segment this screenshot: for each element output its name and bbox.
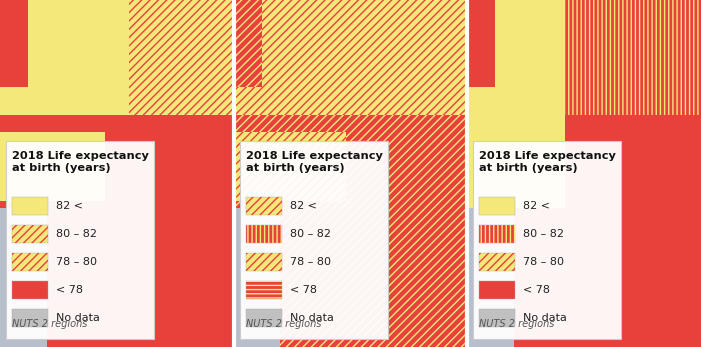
Bar [245, 197, 282, 215]
Text: < 78: < 78 [56, 285, 83, 295]
Bar [245, 225, 282, 243]
Bar [479, 225, 515, 243]
FancyBboxPatch shape [473, 141, 621, 339]
Text: NUTS 2 regions: NUTS 2 regions [479, 319, 554, 329]
Bar [245, 253, 282, 271]
Bar [12, 253, 48, 271]
Bar [233, 0, 468, 347]
Text: No data: No data [524, 313, 567, 323]
Bar [245, 309, 282, 327]
Bar [479, 253, 515, 271]
Bar [12, 225, 48, 243]
Bar [12, 309, 48, 327]
Bar [468, 208, 701, 347]
Bar [233, 208, 468, 347]
Bar [233, 0, 468, 208]
Bar [0, 0, 28, 87]
Bar [47, 208, 233, 347]
Text: 80 – 82: 80 – 82 [56, 229, 97, 239]
Bar [245, 281, 282, 299]
Bar [245, 281, 282, 299]
Bar [479, 309, 515, 327]
Bar [233, 132, 346, 201]
Bar [233, 115, 468, 208]
Bar [233, 0, 261, 87]
Text: 82 <: 82 < [56, 201, 83, 211]
Bar [468, 115, 701, 208]
Bar [0, 132, 105, 201]
Bar [245, 253, 282, 271]
Text: NUTS 2 regions: NUTS 2 regions [245, 319, 321, 329]
Bar [280, 208, 468, 347]
Bar [0, 115, 233, 219]
Bar [468, 0, 496, 87]
Bar [12, 281, 48, 299]
Bar [479, 197, 515, 215]
Text: < 78: < 78 [290, 285, 317, 295]
Text: NUTS 2 regions: NUTS 2 regions [12, 319, 88, 329]
Text: 80 – 82: 80 – 82 [524, 229, 564, 239]
FancyBboxPatch shape [6, 141, 154, 339]
Bar [0, 208, 233, 347]
Bar [12, 225, 48, 243]
Bar [245, 225, 282, 243]
Bar [479, 281, 515, 299]
Text: 2018 Life expectancy
at birth (years): 2018 Life expectancy at birth (years) [479, 151, 616, 173]
Text: < 78: < 78 [524, 285, 550, 295]
Text: 82 <: 82 < [524, 201, 550, 211]
Text: 78 – 80: 78 – 80 [56, 257, 97, 267]
Text: 2018 Life expectancy
at birth (years): 2018 Life expectancy at birth (years) [245, 151, 383, 173]
Bar [12, 197, 48, 215]
Bar [468, 132, 561, 201]
Text: 2018 Life expectancy
at birth (years): 2018 Life expectancy at birth (years) [12, 151, 149, 173]
Bar [128, 0, 233, 132]
Bar [468, 0, 566, 208]
Text: 78 – 80: 78 – 80 [290, 257, 331, 267]
Bar [479, 225, 515, 243]
Bar [245, 197, 282, 215]
Bar [479, 253, 515, 271]
Bar [12, 253, 48, 271]
Text: 82 <: 82 < [290, 201, 317, 211]
Bar [514, 208, 701, 347]
Bar [561, 0, 701, 208]
Text: 80 – 82: 80 – 82 [290, 229, 331, 239]
Bar [468, 0, 701, 347]
Bar [0, 0, 233, 347]
Text: No data: No data [56, 313, 100, 323]
Text: 78 – 80: 78 – 80 [524, 257, 564, 267]
FancyBboxPatch shape [240, 141, 388, 339]
Text: No data: No data [290, 313, 334, 323]
